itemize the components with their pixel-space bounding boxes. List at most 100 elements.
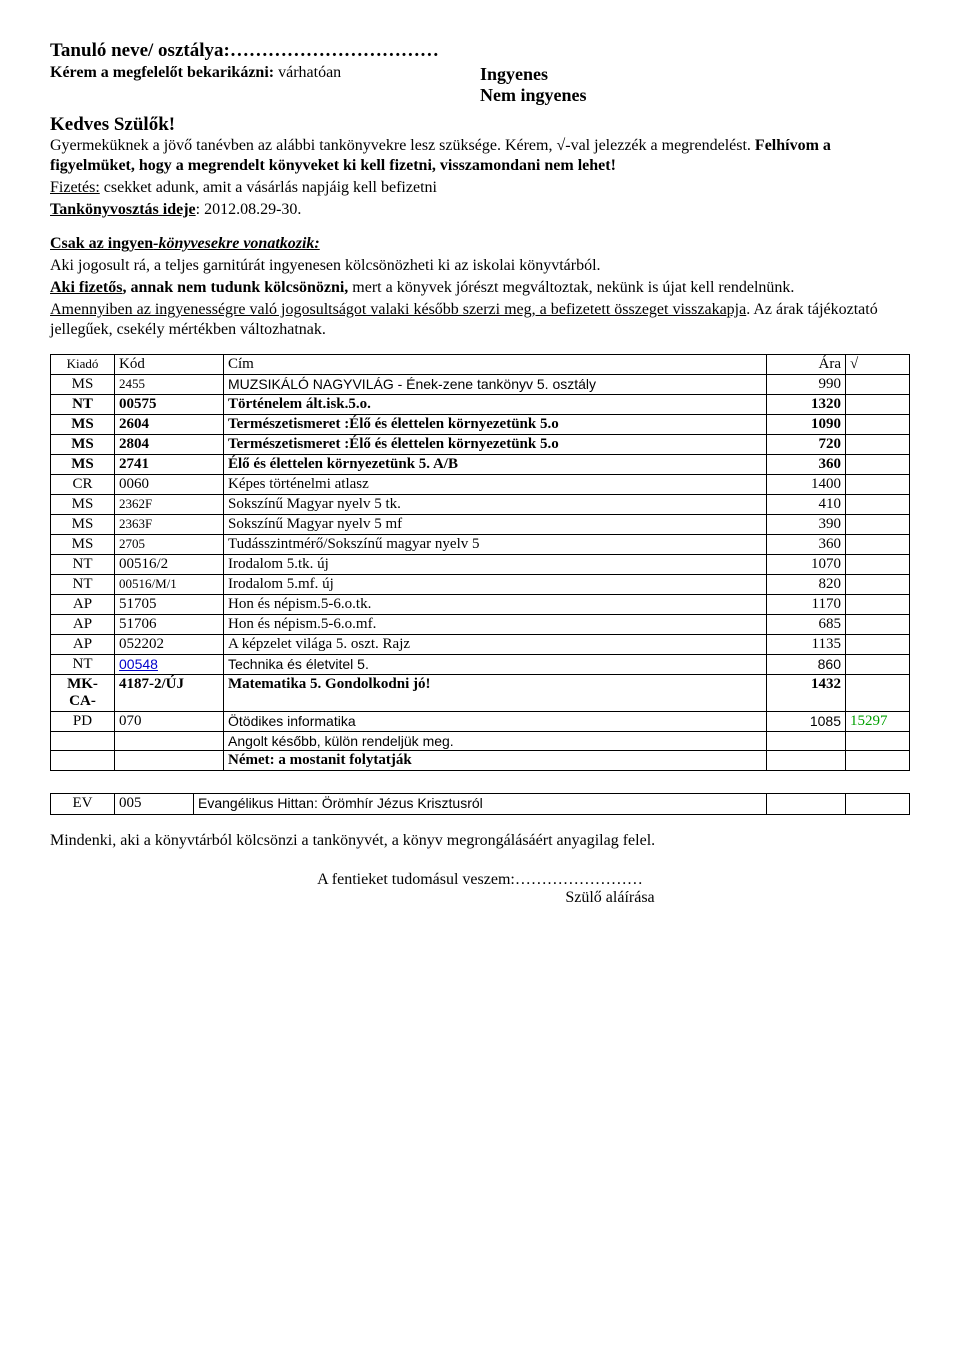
p2-l2a: Aki fizetős (50, 279, 122, 296)
cell-ara: 360 (767, 455, 846, 475)
table-row: NT00516/2Irodalom 5.tk. új1070 (51, 555, 910, 575)
cell-cim: Német: a mostanit folytatják (224, 751, 767, 771)
p1-sentence: Gyermeküknek a jövő tanévben az alábbi t… (50, 136, 910, 176)
book-table: Kiadó Kód Cím Ára √ MS2455MUZSIKÁLÓ NAGY… (50, 354, 910, 771)
footer: Mindenki, aki a könyvtárból kölcsönzi a … (50, 831, 910, 907)
cell-kiado: NT (51, 655, 115, 675)
p2-l2c: mert a könyvek jórészt megváltoztak, nek… (348, 279, 794, 296)
sign-dots: …………………… (515, 871, 643, 888)
table-row: MS2705Tudásszintmérő/Sokszínű magyar nye… (51, 535, 910, 555)
cell-cim: Ötödikes informatika (224, 712, 767, 732)
hittan-check (846, 794, 910, 815)
cell-cim: Matematika 5. Gondolkodni jó! (224, 675, 767, 712)
cell-cim: Természetismeret :Élő és élettelen körny… (224, 435, 767, 455)
cell-kod: 00548 (115, 655, 224, 675)
cell-check (846, 655, 910, 675)
hittan-table: EV 005 Evangélikus Hittan: Örömhír Jézus… (50, 793, 910, 815)
cell-ara: 860 (767, 655, 846, 675)
cell-cim: Irodalom 5.tk. új (224, 555, 767, 575)
cell-check (846, 575, 910, 595)
cell-kiado: MS (51, 455, 115, 475)
cell-kod: 2804 (115, 435, 224, 455)
hittan-kiado: EV (51, 794, 115, 815)
cell-ara: 390 (767, 515, 846, 535)
cell-kiado: NT (51, 575, 115, 595)
circle-row1: Kérem a megfelelőt bekarikázni: várhatóa… (50, 64, 910, 85)
cell-ara: 1090 (767, 415, 846, 435)
p2-l2: Aki fizetős, annak nem tudunk kölcsönözn… (50, 278, 910, 298)
cell-kod: 2741 (115, 455, 224, 475)
cell-cim: Történelem ált.isk.5.o. (224, 395, 767, 415)
cell-kod: 070 (115, 712, 224, 732)
cell-kiado: AP (51, 615, 115, 635)
table-row: AP51705Hon és népism.5-6.o.tk.1170 (51, 595, 910, 615)
cell-kod: 4187-2/ÚJ (115, 675, 224, 712)
cell-kod: 2455 (115, 375, 224, 395)
table-row: MS2741Élő és élettelen környezetünk 5. A… (51, 455, 910, 475)
cell-cim: Angolt később, külön rendeljük meg. (224, 732, 767, 751)
cell-kiado: PD (51, 712, 115, 732)
cell-ara: 720 (767, 435, 846, 455)
p2-l3: Amennyiben az ingyenességre való jogosul… (50, 300, 910, 340)
cell-ara: 820 (767, 575, 846, 595)
cell-kod: 0060 (115, 475, 224, 495)
hittan-ara (767, 794, 846, 815)
th-kiado: Kiadó (51, 355, 115, 375)
cell-kod: 2363F (115, 515, 224, 535)
hittan-kod: 005 (115, 794, 194, 815)
cell-kod: 00575 (115, 395, 224, 415)
p2-l2b: , annak nem tudunk kölcsönözni, (122, 279, 348, 296)
cell-cim: Sokszínű Magyar nyelv 5 mf (224, 515, 767, 535)
hittan-cim-text: Evangélikus Hittan: Örömhír Jézus Kriszt… (198, 795, 483, 811)
cell-check (846, 595, 910, 615)
cell-ara: 1070 (767, 555, 846, 575)
cell-ara: 1320 (767, 395, 846, 415)
table-row: MS2363FSokszínű Magyar nyelv 5 mf390 (51, 515, 910, 535)
cell-check (846, 415, 910, 435)
student-name-label: Tanuló neve/ osztálya: (50, 40, 230, 61)
table-row: MS2455MUZSIKÁLÓ NAGYVILÁG - Ének-zene ta… (51, 375, 910, 395)
cell-ara: 360 (767, 535, 846, 555)
circle-label: Kérem a megfelelőt bekarikázni: (50, 64, 274, 81)
cell-check (846, 535, 910, 555)
paragraph-1: Gyermeküknek a jövő tanévben az alábbi t… (50, 136, 910, 220)
name-dots (230, 40, 439, 61)
table-header-row: Kiadó Kód Cím Ára √ (51, 355, 910, 375)
cell-cim: Tudásszintmérő/Sokszínű magyar nyelv 5 (224, 535, 767, 555)
circle-row2: Nem ingyenes (50, 85, 910, 106)
circle-instruction: Kérem a megfelelőt bekarikázni: várhatóa… (50, 64, 480, 85)
p1-s3a: Fizetés: (50, 179, 100, 196)
cell-cim: Élő és élettelen környezetünk 5. A/B (224, 455, 767, 475)
cell-check (846, 555, 910, 575)
footer-line: Mindenki, aki a könyvtárból kölcsönzi a … (50, 831, 910, 851)
p1-s4a: Tankönyvosztás ideje (50, 201, 196, 218)
option-ingyenes: Ingyenes (480, 64, 548, 85)
p1-s3b: csekket adunk, amit a vásárlás napjáig k… (100, 179, 437, 196)
cell-check (846, 455, 910, 475)
p1-fizetes: Fizetés: csekket adunk, amit a vásárlás … (50, 178, 910, 198)
th-kod: Kód (115, 355, 224, 375)
table-row: NT00548Technika és életvitel 5.860 (51, 655, 910, 675)
cell-kod (115, 732, 224, 751)
cell-kiado: MS (51, 515, 115, 535)
cell-check (846, 375, 910, 395)
cell-check (846, 435, 910, 455)
cell-kod: 00516/M/1 (115, 575, 224, 595)
cell-cim: Hon és népism.5-6.o.tk. (224, 595, 767, 615)
greeting: Kedves Szülők! (50, 114, 910, 136)
cell-kod: 2604 (115, 415, 224, 435)
cell-kiado (51, 732, 115, 751)
paragraph-2: Csak az ingyen-könyvesekre vonatkozik: A… (50, 234, 910, 340)
signature-block: A fentieket tudomásul veszem:…………………… Sz… (50, 871, 910, 907)
cell-check (846, 395, 910, 415)
cell-cim: Hon és népism.5-6.o.mf. (224, 615, 767, 635)
th-ara: Ára (767, 355, 846, 375)
cell-ara: 685 (767, 615, 846, 635)
cell-kod: 052202 (115, 635, 224, 655)
cell-cim: Természetismeret :Élő és élettelen körny… (224, 415, 767, 435)
table-row: NT00575Történelem ált.isk.5.o.1320 (51, 395, 910, 415)
cell-kod: 51706 (115, 615, 224, 635)
table-row: MS2362FSokszínű Magyar nyelv 5 tk.410 (51, 495, 910, 515)
table-row: PD070Ötödikes informatika108515297 (51, 712, 910, 732)
p2-title-a-txt: Csak az ingyen (50, 235, 153, 252)
